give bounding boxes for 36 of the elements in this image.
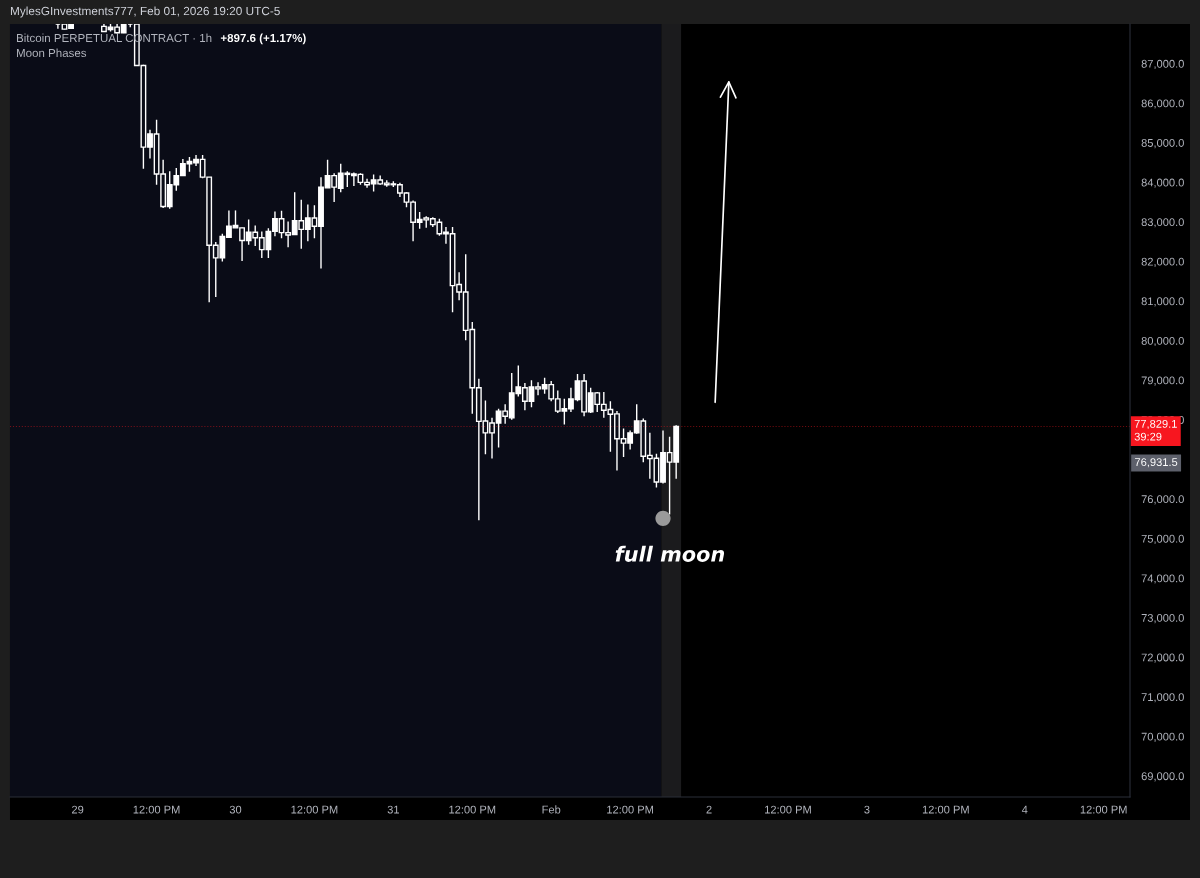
x-tick-label: Feb bbox=[542, 805, 561, 814]
y-tick-label: 85,000.0 bbox=[1141, 139, 1184, 149]
y-tick-label: 79,000.0 bbox=[1141, 376, 1184, 386]
x-tick-label: 12:00 PM bbox=[1080, 805, 1127, 814]
y-tick-label: 83,000.0 bbox=[1141, 218, 1184, 228]
y-tick-label: 73,000.0 bbox=[1141, 613, 1184, 624]
y-tick-label: 72,000.0 bbox=[1141, 653, 1184, 663]
x-tick-label: 3 bbox=[864, 805, 870, 814]
x-tick-label: 2 bbox=[706, 805, 712, 814]
x-tick-label: 31 bbox=[387, 805, 399, 814]
x-tick-label: 12:00 PM bbox=[291, 805, 338, 814]
annotation: +897.6 (+1.17%) bbox=[220, 33, 306, 45]
text: 76,931.5 bbox=[1135, 458, 1178, 468]
x-tick-label: 12:00 PM bbox=[922, 805, 969, 814]
x-tick-label: 12:00 PM bbox=[607, 805, 653, 814]
y-tick-label: 81,000.0 bbox=[1141, 297, 1184, 307]
y-tick-label: 84,000.0 bbox=[1141, 178, 1184, 188]
annotation: full moon bbox=[615, 545, 725, 562]
y-tick-label: 82,000.0 bbox=[1141, 257, 1184, 267]
x-tick-label: 4 bbox=[1021, 805, 1028, 814]
y-tick-label: 80,000.0 bbox=[1141, 336, 1184, 347]
x-tick-label: 29 bbox=[72, 805, 84, 814]
y-tick-label: 75,000.0 bbox=[1141, 534, 1184, 544]
y-tick-label: 86,000.0 bbox=[1141, 99, 1184, 109]
annotation: Moon Phases bbox=[16, 48, 87, 58]
y-tick-label: 76,000.0 bbox=[1141, 495, 1184, 505]
y-tick-label: 71,000.0 bbox=[1141, 693, 1184, 703]
y-tick-label: 70,000.0 bbox=[1141, 732, 1184, 742]
y-tick-label: 74,000.0 bbox=[1141, 574, 1184, 584]
text: MylesGInvestments777, Feb 01, 2026 19:20 UTC-5 bbox=[10, 6, 280, 18]
y-tick-label: 87,000.0 bbox=[1141, 59, 1184, 70]
y-tick-label: 69,000.0 bbox=[1141, 772, 1184, 782]
x-tick-label: 30 bbox=[229, 805, 242, 814]
x-tick-label: 12:00 PM bbox=[133, 805, 180, 814]
x-tick-label: 12:00 PM bbox=[449, 805, 496, 814]
x-tick-label: 12:00 PM bbox=[765, 805, 811, 814]
